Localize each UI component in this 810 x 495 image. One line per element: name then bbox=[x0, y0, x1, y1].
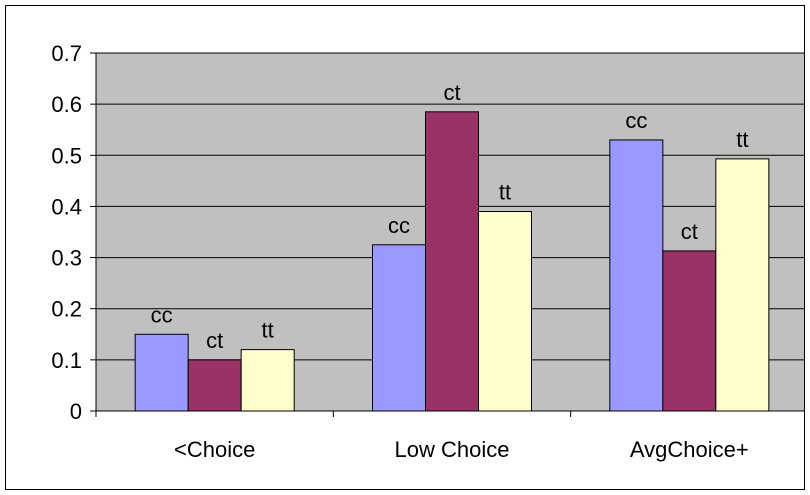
bar-label-cc: cc bbox=[625, 108, 647, 133]
x-category-label: <Choice bbox=[174, 437, 255, 462]
bar-tt bbox=[715, 158, 770, 412]
y-tick-label: 0.7 bbox=[51, 41, 82, 66]
axes: 0 0.1 0.2 0.3 0.4 0.5 0.6 0.7 <Choice Low Choice A… bbox=[51, 41, 809, 462]
y-tick-label: 0.3 bbox=[51, 246, 82, 271]
bar-ct bbox=[187, 359, 242, 412]
bar-cc bbox=[372, 244, 426, 412]
x-category-label: AvgChoice+ bbox=[630, 437, 749, 462]
bar-label-cc: cc bbox=[151, 302, 173, 327]
bar-ct bbox=[662, 250, 717, 412]
bars: cc ct tt cc ct tt cc ct tt bbox=[134, 80, 770, 412]
y-tick-label: 0.6 bbox=[51, 92, 82, 117]
chart-frame: cc ct tt cc ct tt cc ct tt 0 0.1 0.2 0.3 0.4 0.5 0.6 0.… bbox=[5, 5, 809, 490]
bar-ct bbox=[425, 111, 479, 412]
y-tick-label: 0.2 bbox=[51, 297, 82, 322]
y-tick-label: 0.1 bbox=[51, 348, 82, 373]
bar-label-tt: tt bbox=[736, 127, 748, 152]
bar-cc bbox=[609, 139, 664, 412]
bar-label-tt: tt bbox=[499, 180, 511, 205]
bar-label-ct: ct bbox=[206, 328, 223, 353]
x-category-label: Low Choice bbox=[395, 437, 510, 462]
bar-tt bbox=[240, 349, 295, 412]
bar-tt bbox=[478, 211, 532, 412]
bar-cc bbox=[134, 333, 189, 412]
y-tick-label: 0.4 bbox=[51, 194, 82, 219]
bar-label-cc: cc bbox=[388, 213, 410, 238]
bar-label-ct: ct bbox=[443, 80, 460, 105]
y-tick-label: 0.5 bbox=[51, 143, 82, 168]
bar-label-ct: ct bbox=[681, 219, 698, 244]
bar-chart: cc ct tt cc ct tt cc ct tt 0 0.1 0.2 0.3 0.4 0.5 0.6 0.… bbox=[51, 41, 809, 462]
bar-label-tt: tt bbox=[262, 318, 274, 343]
y-tick-label: 0 bbox=[70, 399, 82, 424]
